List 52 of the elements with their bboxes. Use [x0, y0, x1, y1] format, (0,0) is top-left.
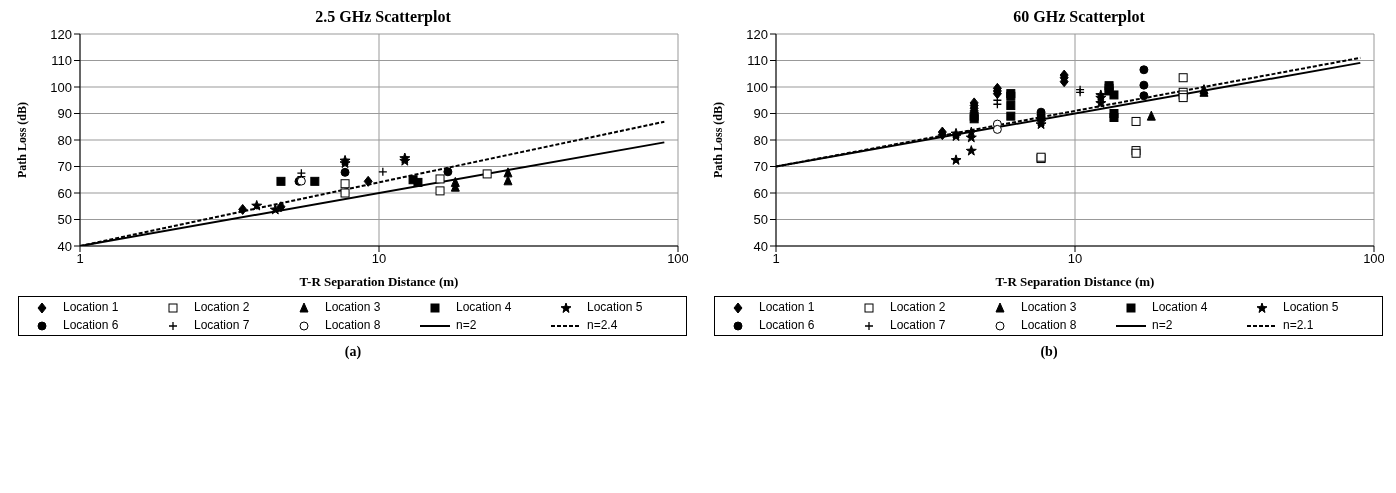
- legend-label: Location 5: [1282, 300, 1340, 314]
- x-tick-label: 1: [772, 251, 780, 267]
- y-tick-label: 80: [753, 132, 768, 148]
- y-tick-label: 60: [753, 185, 768, 201]
- chart-title: 2.5 GHz Scatterplot: [314, 8, 452, 28]
- y-tick-label: 40: [753, 238, 768, 254]
- y-tick-label: 100: [746, 79, 768, 95]
- legend-label: Location 3: [1020, 300, 1078, 314]
- y-tick-label: 100: [50, 79, 72, 95]
- legend-label: Location 2: [889, 300, 947, 314]
- legend-label: Location 1: [62, 300, 120, 314]
- legend-label: n=2: [1151, 318, 1174, 332]
- legend-label: n=2: [455, 318, 478, 332]
- x-tick-label: 100: [1363, 251, 1385, 267]
- y-tick-label: 110: [51, 53, 72, 69]
- y-tick-label: 90: [57, 106, 72, 122]
- x-tick-label: 10: [371, 251, 387, 267]
- chart-title: 60 GHz Scatterplot: [1012, 8, 1146, 28]
- legend-label: Location 8: [324, 318, 382, 332]
- legend-label: Location 4: [1151, 300, 1209, 314]
- legend-label: Location 1: [758, 300, 816, 314]
- legend-label: n=2.4: [586, 318, 619, 332]
- legend-label: Location 5: [586, 300, 644, 314]
- x-axis-title: T-R Separation Distance (m): [299, 274, 459, 289]
- y-tick-label: 50: [57, 212, 72, 228]
- y-tick-label: 40: [57, 238, 72, 254]
- x-tick-label: 10: [1067, 251, 1083, 267]
- legend-label: Location 7: [889, 318, 947, 332]
- y-axis-title: Path Loss (dB): [711, 101, 726, 179]
- y-tick-label: 90: [753, 106, 768, 122]
- y-tick-label: 120: [50, 26, 72, 42]
- x-axis-title: T-R Separation Distance (m): [995, 274, 1155, 289]
- legend-label: Location 7: [193, 318, 251, 332]
- legend-label: Location 2: [193, 300, 251, 314]
- legend-label: n=2.1: [1282, 318, 1315, 332]
- x-tick-label: 1: [76, 251, 84, 267]
- y-tick-label: 60: [57, 185, 72, 201]
- y-tick-label: 120: [746, 26, 768, 42]
- y-tick-label: 80: [57, 132, 72, 148]
- text: (b): [1039, 344, 1059, 360]
- y-tick-label: 110: [747, 53, 768, 69]
- legend-label: Location 6: [758, 318, 816, 332]
- y-axis-title: Path Loss (dB): [15, 101, 30, 179]
- legend-label: Location 8: [1020, 318, 1078, 332]
- x-tick-label: 100: [667, 251, 689, 267]
- legend-label: Location 4: [455, 300, 513, 314]
- text: (a): [343, 344, 363, 360]
- legend-label: Location 3: [324, 300, 382, 314]
- y-tick-label: 50: [753, 212, 768, 228]
- legend-label: Location 6: [62, 318, 120, 332]
- y-tick-label: 70: [57, 159, 72, 175]
- y-tick-label: 70: [753, 159, 768, 175]
